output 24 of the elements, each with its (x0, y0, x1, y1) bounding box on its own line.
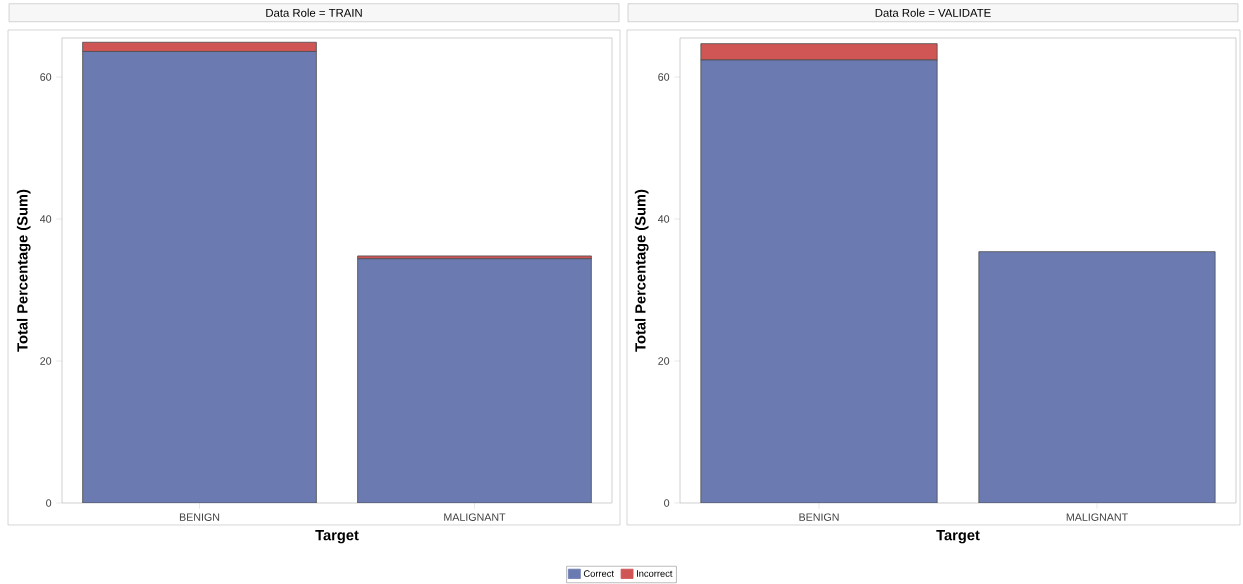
chart-title: Data Role = VALIDATE (875, 8, 991, 17)
y-tick-label: 60 (40, 73, 52, 81)
x-tick-label: MALIGNANT (444, 513, 506, 521)
x-axis-title: Target (315, 530, 359, 544)
y-tick-label: 60 (658, 73, 670, 81)
y-tick-label: 40 (657, 215, 670, 223)
y-tick-label: 0 (664, 499, 670, 507)
legend-label: Incorrect (636, 570, 673, 577)
y-axis-title: Total Percentage (Sum) (634, 189, 649, 352)
bar (978, 251, 1216, 503)
y-tick-label: 40 (39, 215, 52, 223)
x-axis-title: Target (936, 530, 980, 544)
bar (82, 51, 317, 503)
legend-label: Correct (583, 570, 614, 577)
y-tick-label: 20 (40, 357, 52, 365)
y-tick-label: 20 (658, 357, 670, 365)
y-axis-title: Total Percentage (Sum) (16, 189, 31, 352)
chart-title: Data Role = TRAIN (266, 8, 362, 17)
x-tick-label: MALIGNANT (1066, 513, 1128, 521)
x-tick-label: BENIGN (179, 513, 220, 521)
y-tick-label: 0 (46, 499, 52, 507)
bar (700, 59, 938, 503)
bar (357, 258, 592, 503)
x-tick-label: BENIGN (799, 513, 839, 521)
